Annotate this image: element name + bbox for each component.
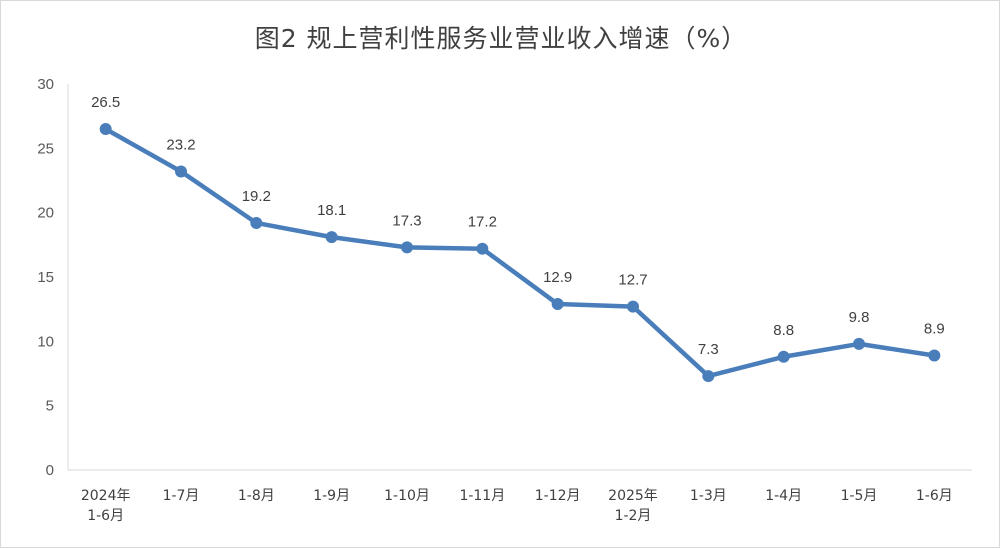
data-label: 26.5 — [91, 94, 120, 111]
chart-title: 图2 规上营利性服务业营业收入增速（%） — [254, 24, 748, 53]
data-point — [702, 370, 715, 383]
data-point — [853, 337, 865, 350]
x-tick-label: 1-12月 — [535, 488, 581, 504]
y-tick-labels: 0 5 10 15 20 25 30 — [37, 76, 54, 479]
x-tick-label: 1-6月 — [916, 488, 953, 504]
y-tick-label: 5 — [46, 398, 54, 415]
y-tick-label: 15 — [37, 269, 54, 286]
x-tick-labels: 2024年 1-6月 1-7月 1-8月 1-9月 1-10月 1-11月 1-12月 2025… — [81, 488, 953, 524]
x-tick-label: 2025年 1-2月 — [608, 488, 658, 524]
y-tick-label: 10 — [37, 333, 54, 350]
data-point — [777, 350, 790, 363]
data-point — [175, 165, 187, 178]
data-point — [928, 349, 941, 362]
data-point — [627, 300, 639, 313]
data-points — [99, 123, 941, 383]
data-point — [551, 298, 564, 311]
y-tick-label: 25 — [37, 140, 54, 157]
x-tick-label: 1-3月 — [690, 488, 727, 504]
data-label: 17.3 — [392, 212, 421, 229]
x-tick-label: 1-7月 — [163, 488, 200, 504]
y-tick-label: 20 — [37, 205, 54, 222]
x-tick-label: 1-11月 — [459, 488, 505, 504]
data-point — [325, 231, 338, 244]
data-label: 9.8 — [849, 309, 870, 326]
data-label: 17.2 — [468, 214, 497, 231]
data-label: 8.9 — [924, 320, 945, 337]
data-labels: 26.5 23.2 19.2 18.1 17.3 17.2 12.9 12.7 7.3 8.8 9.… — [91, 94, 945, 358]
series-line — [103, 126, 937, 379]
x-tick-label: 1-10月 — [384, 488, 430, 504]
data-label: 19.2 — [242, 188, 271, 205]
x-tick-label: 1-4月 — [765, 488, 802, 504]
data-point — [99, 123, 112, 136]
data-label: 12.7 — [618, 272, 647, 289]
data-point — [476, 242, 489, 255]
data-label: 7.3 — [698, 341, 719, 358]
y-tick-label: 30 — [37, 76, 54, 93]
y-tick-label: 0 — [46, 462, 54, 479]
data-label: 8.8 — [773, 322, 794, 339]
data-point — [401, 241, 413, 254]
data-label: 23.2 — [166, 136, 195, 153]
x-tick-label: 1-5月 — [841, 488, 878, 504]
data-label: 12.9 — [543, 269, 572, 286]
data-point — [250, 216, 263, 229]
x-tick-label: 1-8月 — [238, 488, 275, 504]
x-tick-label: 2024年 1-6月 — [81, 488, 131, 524]
x-tick-label: 1-9月 — [313, 488, 350, 504]
data-label: 18.1 — [317, 202, 346, 219]
